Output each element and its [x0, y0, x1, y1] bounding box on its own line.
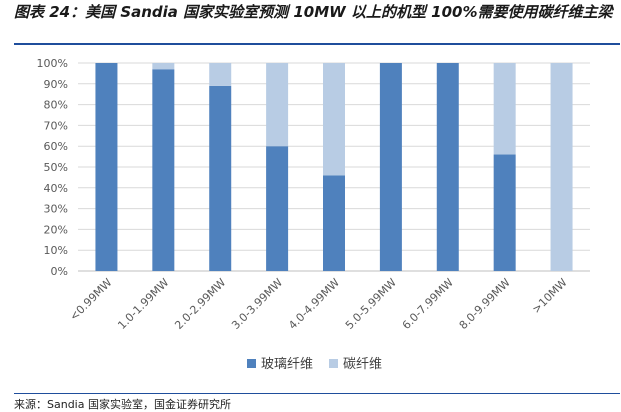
bar-glass-fiber — [436, 63, 459, 271]
legend-label-carbon-fiber: 碳纤维 — [343, 357, 382, 372]
legend: 玻璃纤维 碳纤维 — [247, 357, 382, 372]
figure-caption: 图表 24：美国 Sandia 国家实验室预测 10MW 以上的机型 100%需… — [14, 3, 613, 21]
bar-glass-fiber — [323, 175, 345, 271]
bars — [95, 63, 573, 272]
bar-glass-fiber — [209, 85, 232, 271]
x-tick-label: 6.0-7.99MW — [400, 276, 456, 332]
y-axis-ticks: 0% 10% 20% 30% 40% 50% 60% 70% 80% 90% 100% — [37, 57, 68, 278]
bar-glass-fiber — [266, 146, 289, 271]
bar-carbon-fiber — [550, 63, 573, 271]
bar-glass-fiber — [493, 154, 516, 271]
bar-carbon-fiber — [266, 63, 289, 147]
caption-rule — [14, 43, 620, 45]
x-tick-label: 1.0-1.99MW — [115, 276, 171, 332]
y-tick-label: 60% — [44, 140, 68, 153]
legend-label-glass-fiber: 玻璃纤维 — [261, 357, 313, 372]
x-tick-label: 4.0-4.99MW — [286, 276, 342, 332]
source-note: 来源：Sandia 国家实验室，国金证券研究所 — [14, 398, 231, 411]
bar-glass-fiber — [95, 63, 118, 271]
x-tick-label: <0.99MW — [67, 276, 115, 324]
y-tick-label: 10% — [44, 244, 68, 257]
legend-swatch-carbon-fiber — [329, 359, 338, 368]
y-tick-label: 90% — [44, 78, 68, 91]
x-tick-label: >10MW — [530, 276, 570, 316]
bar-carbon-fiber — [493, 63, 516, 155]
y-tick-label: 100% — [37, 57, 68, 70]
bar-glass-fiber — [379, 63, 402, 271]
y-tick-label: 30% — [44, 203, 68, 216]
bar-glass-fiber — [152, 69, 175, 272]
y-tick-label: 20% — [44, 223, 68, 236]
x-axis-ticks: <0.99MW 1.0-1.99MW 2.0-2.99MW 3.0-3.99MW 4.0… — [67, 276, 570, 332]
bar-carbon-fiber — [323, 63, 345, 176]
y-tick-label: 40% — [44, 182, 68, 195]
x-tick-label: 3.0-3.99MW — [229, 276, 285, 332]
x-tick-label: 2.0-2.99MW — [172, 276, 228, 332]
y-tick-label: 50% — [44, 161, 68, 174]
x-tick-label: 8.0-9.99MW — [457, 276, 513, 332]
source-rule — [14, 393, 620, 394]
bar-carbon-fiber — [209, 63, 232, 86]
y-tick-label: 70% — [44, 119, 68, 132]
bar-carbon-fiber — [152, 63, 175, 70]
y-tick-label: 80% — [44, 99, 68, 112]
x-tick-label: 5.0-5.99MW — [343, 276, 399, 332]
legend-swatch-glass-fiber — [247, 359, 256, 368]
y-tick-label: 0% — [51, 265, 68, 278]
